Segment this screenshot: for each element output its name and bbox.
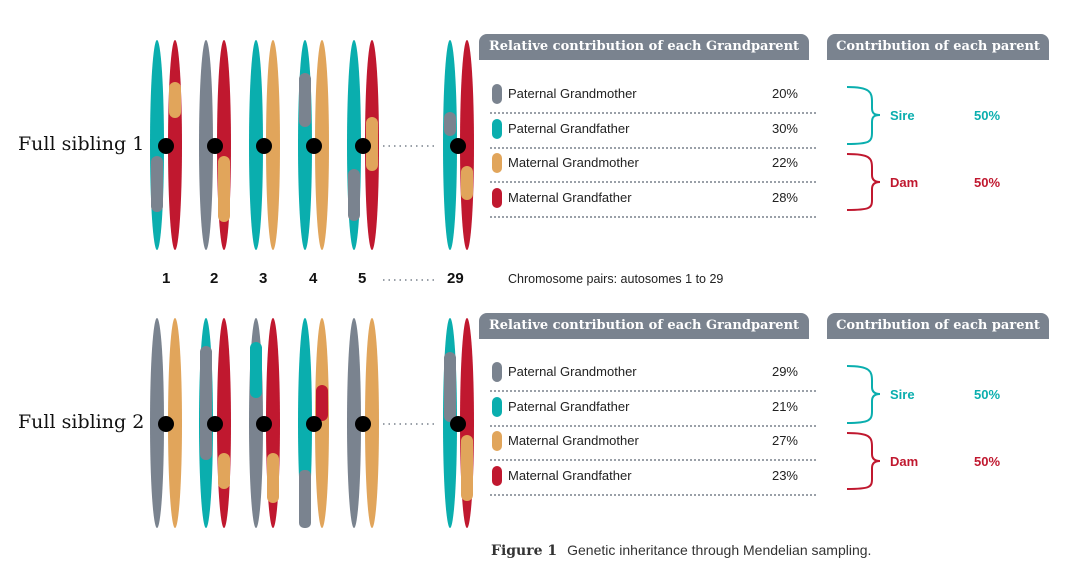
legend-row: Maternal Grandfather 23% — [490, 460, 816, 496]
chromosome-number: 29 — [447, 270, 464, 287]
chromosome-number: 2 — [210, 270, 219, 287]
sire-pct-1: 50% — [974, 108, 1001, 123]
legend-row: Paternal Grandmother 29% — [490, 356, 816, 392]
figure-caption: Figure 1 Genetic inheritance through Mend… — [491, 542, 872, 559]
grandparent-header-1: Relative contribution of each Grandparen… — [479, 34, 809, 60]
dam-pct-2: 50% — [974, 454, 1001, 469]
swatch-icon — [492, 84, 502, 104]
chromosome-number: 3 — [259, 270, 268, 287]
legend-row: Maternal Grandmother 27% — [490, 425, 816, 461]
axis-label: Chromosome pairs: autosomes 1 to 29 — [508, 272, 724, 286]
sibling-1-label: Full sibling 1 — [18, 133, 145, 155]
grandparent-header-2: Relative contribution of each Grandparen… — [479, 313, 809, 339]
sibling-1-chromosomes — [150, 40, 474, 250]
dam-pct-1: 50% — [974, 175, 1001, 190]
sibling-2-chromosomes — [150, 318, 474, 528]
parent-header-1: Contribution of each parent — [827, 34, 1049, 60]
legend-row: Paternal Grandmother 20% — [490, 78, 816, 114]
parent-header-2: Contribution of each parent — [827, 313, 1049, 339]
sibling-2-label: Full sibling 2 — [18, 411, 145, 433]
legend-row: Paternal Grandfather 30% — [490, 113, 816, 149]
dam-label-1: Dam — [890, 175, 919, 190]
swatch-icon — [492, 466, 502, 486]
sire-label-2: Sire — [890, 387, 915, 402]
chromosome-number: 5 — [358, 270, 367, 287]
sire-pct-2: 50% — [974, 387, 1001, 402]
chromosome-number: 4 — [309, 270, 318, 287]
swatch-icon — [492, 397, 502, 417]
swatch-icon — [492, 188, 502, 208]
chromosome-number: 1 — [162, 270, 171, 287]
swatch-icon — [492, 362, 502, 382]
swatch-icon — [492, 153, 502, 173]
swatch-icon — [492, 431, 502, 451]
swatch-icon — [492, 119, 502, 139]
legend-row: Maternal Grandfather 28% — [490, 182, 816, 218]
legend-row: Paternal Grandfather 21% — [490, 391, 816, 427]
legend-row: Maternal Grandmother 22% — [490, 147, 816, 183]
sire-label-1: Sire — [890, 108, 915, 123]
dam-label-2: Dam — [890, 454, 919, 469]
